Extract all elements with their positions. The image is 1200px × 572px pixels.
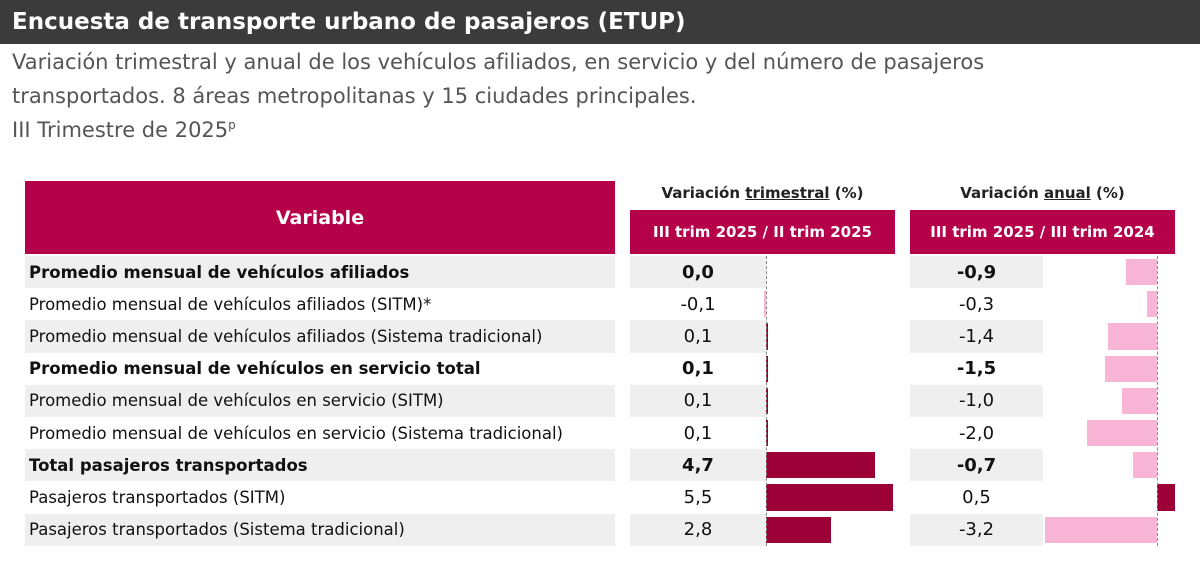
quarterly-header: III trim 2025 / II trim 2025: [630, 210, 895, 254]
annual-value: -2,0: [910, 417, 1043, 450]
annual-value: -3,2: [910, 513, 1043, 546]
quarterly-bar: [766, 355, 769, 382]
quarterly-value: 4,7: [630, 449, 766, 482]
quarterly-value: -0,1: [630, 288, 766, 321]
annual-bar: [1125, 259, 1157, 286]
annual-bar: [1108, 323, 1157, 350]
annual-value: 0,5: [910, 481, 1043, 514]
row-label: Promedio mensual de vehículos afiliados …: [25, 320, 615, 353]
quarterly-bar: [766, 484, 894, 511]
quarterly-value: 0,1: [630, 320, 766, 353]
quarterly-bar: [763, 291, 766, 318]
quarterly-bar: [766, 420, 769, 447]
quarterly-value: 0,1: [630, 352, 766, 385]
subtitle: Variación trimestral y anual de los vehí…: [12, 50, 985, 74]
annual-bar: [1122, 387, 1157, 414]
row-label: Promedio mensual de vehículos afiliados: [25, 256, 615, 289]
row-label: Promedio mensual de vehículos afiliados …: [25, 288, 615, 321]
period-text: III Trimestre de 2025: [12, 118, 229, 142]
annual-value: -0,7: [910, 449, 1043, 482]
zero-line: [766, 256, 767, 546]
group-suffix: (%): [1096, 184, 1125, 202]
row-label: Promedio mensual de vehículos en servici…: [25, 352, 615, 385]
annual-bar: [1104, 355, 1157, 382]
quarterly-value: 0,1: [630, 417, 766, 450]
zero-line: [1157, 256, 1158, 546]
group-prefix: Variación: [960, 184, 1039, 202]
group-underlined: anual: [1044, 184, 1091, 202]
quarterly-value: 2,8: [630, 513, 766, 546]
subtitle: transportados. 8 áreas metropolitanas y …: [12, 84, 697, 108]
annual-header: III trim 2025 / III trim 2024: [910, 210, 1175, 254]
row-label: Pasajeros transportados (SITM): [25, 481, 615, 514]
title: Encuesta de transporte urbano de pasajer…: [12, 9, 686, 35]
annual-value: -1,0: [910, 384, 1043, 417]
group-underlined: trimestral: [745, 184, 830, 202]
annual-bar: [1146, 291, 1157, 318]
title-bar: Encuesta de transporte urbano de pasajer…: [0, 0, 1200, 44]
annual-value: -1,4: [910, 320, 1043, 353]
quarterly-value: 0,0: [630, 256, 766, 289]
annual-value: -1,5: [910, 352, 1043, 385]
quarterly-bar: [766, 323, 769, 350]
annual-bar: [1087, 420, 1157, 447]
period: III Trimestre de 2025p: [12, 118, 236, 142]
quarterly-bar: [766, 516, 831, 543]
quarterly-value: 0,1: [630, 384, 766, 417]
annual-bar: [1132, 452, 1157, 479]
annual-group: Variación anual (%): [910, 184, 1175, 202]
annual-bar: [1157, 484, 1175, 511]
annual-value: -0,9: [910, 256, 1043, 289]
variable-header: Variable: [25, 181, 615, 254]
group-suffix: (%): [834, 184, 864, 202]
quarterly-group: Variación trimestral (%): [630, 184, 895, 202]
quarterly-bar: [766, 452, 875, 479]
annual-bar: [1045, 516, 1157, 543]
quarterly-value: 5,5: [630, 481, 766, 514]
row-label: Promedio mensual de vehículos en servici…: [25, 417, 615, 450]
quarterly-bar: [766, 387, 769, 414]
group-prefix: Variación: [661, 184, 741, 202]
annual-value: -0,3: [910, 288, 1043, 321]
row-label: Promedio mensual de vehículos en servici…: [25, 384, 615, 417]
period-mark: p: [228, 118, 236, 132]
row-label: Total pasajeros transportados: [25, 449, 615, 482]
row-label: Pasajeros transportados (Sistema tradici…: [25, 513, 615, 546]
